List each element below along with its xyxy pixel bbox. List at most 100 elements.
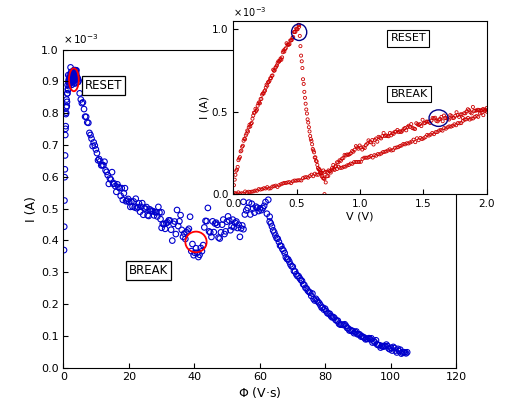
Point: [207, 234, 215, 240]
Point: [63, 99, 71, 105]
Point: [391, 145, 399, 151]
Point: [481, 108, 489, 114]
Point: [382, 341, 390, 348]
Point: [454, 120, 462, 126]
Point: [259, 205, 267, 211]
Point: [409, 125, 417, 131]
Point: [100, 159, 108, 165]
Point: [74, 78, 82, 85]
Point: [295, 24, 303, 30]
Point: [173, 206, 181, 213]
Point: [71, 72, 80, 78]
Point: [448, 113, 456, 119]
Point: [296, 275, 304, 282]
Point: [257, 96, 265, 102]
Point: [311, 171, 319, 177]
Point: [73, 74, 81, 80]
Point: [72, 70, 80, 77]
Point: [268, 183, 276, 190]
Point: [328, 314, 336, 320]
Point: [449, 115, 457, 121]
Point: [305, 124, 313, 131]
Point: [238, 190, 246, 197]
Point: [363, 140, 371, 147]
Point: [310, 149, 318, 156]
Point: [269, 66, 277, 73]
Point: [72, 73, 80, 80]
Point: [400, 349, 408, 356]
Point: [397, 142, 406, 149]
Point: [302, 174, 310, 180]
Point: [386, 146, 394, 153]
Point: [208, 218, 216, 225]
Point: [232, 167, 240, 174]
Point: [464, 106, 472, 113]
Point: [289, 34, 297, 40]
Point: [154, 204, 162, 210]
Point: [231, 219, 239, 226]
Point: [66, 76, 74, 83]
Point: [172, 231, 180, 237]
Point: [65, 74, 74, 81]
Point: [245, 124, 253, 131]
Point: [248, 120, 256, 126]
Point: [118, 185, 126, 191]
Point: [338, 155, 346, 162]
Point: [350, 330, 358, 337]
Point: [461, 110, 469, 116]
Point: [336, 157, 344, 164]
Point: [291, 268, 299, 275]
Point: [265, 185, 273, 192]
Point: [296, 33, 304, 39]
Point: [61, 126, 69, 132]
Point: [281, 250, 289, 256]
Point: [335, 164, 343, 170]
Point: [323, 173, 331, 180]
Point: [150, 212, 158, 218]
Point: [482, 106, 490, 113]
Point: [255, 208, 263, 214]
Point: [333, 318, 341, 324]
Point: [348, 328, 356, 335]
Point: [185, 225, 193, 232]
Point: [446, 112, 454, 119]
Point: [483, 109, 491, 115]
Point: [372, 152, 380, 159]
Point: [371, 152, 379, 159]
Point: [330, 166, 338, 172]
Point: [363, 336, 371, 342]
Point: [460, 110, 468, 116]
Point: [367, 152, 375, 159]
Point: [443, 115, 451, 121]
Point: [262, 185, 270, 192]
Point: [88, 135, 96, 142]
Point: [62, 111, 70, 117]
Point: [364, 154, 372, 161]
Point: [375, 133, 383, 140]
Point: [469, 115, 477, 122]
Point: [268, 73, 276, 79]
Point: [278, 246, 286, 252]
Point: [66, 64, 75, 71]
Point: [255, 99, 263, 106]
Point: [479, 106, 487, 112]
Point: [262, 199, 270, 205]
Point: [68, 69, 77, 75]
Point: [309, 296, 317, 302]
Point: [308, 290, 316, 297]
Point: [285, 41, 294, 47]
Point: [381, 133, 389, 139]
Point: [404, 123, 412, 130]
Point: [346, 327, 354, 333]
Point: [73, 73, 81, 79]
Point: [267, 185, 275, 192]
Point: [67, 69, 75, 75]
Point: [302, 106, 310, 113]
Point: [386, 130, 394, 136]
Point: [317, 170, 325, 176]
Point: [192, 245, 200, 252]
Point: [67, 77, 75, 84]
Point: [441, 115, 449, 121]
Point: [148, 208, 156, 214]
Point: [459, 118, 467, 124]
